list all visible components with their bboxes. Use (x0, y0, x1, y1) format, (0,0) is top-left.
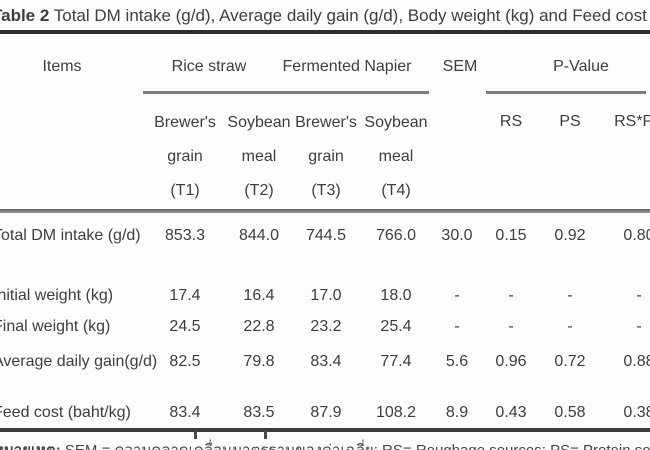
cell-value: 5.6 (445, 353, 469, 370)
cell-value: - (508, 318, 514, 335)
cell-value: 25.4 (380, 318, 412, 335)
subcolumn-header-t2: Soybean meal (T2) (227, 114, 291, 199)
cell-value: 108.2 (375, 404, 417, 421)
row-label: Initial weight (kg) (0, 287, 114, 304)
subcolumn-header-t4: Soybean meal (T4) (364, 114, 428, 199)
column-group-rice-straw: Rice straw (171, 58, 247, 75)
subcolumn-header-t1: Brewer's grain (T1) (154, 114, 216, 199)
top-rule (0, 30, 650, 34)
cell-value: 83.5 (243, 404, 275, 421)
column-header-sem: SEM (442, 58, 478, 75)
header-body-rule (0, 209, 650, 213)
cell-value: 77.4 (380, 353, 412, 370)
cell-value: 18.0 (380, 287, 412, 304)
cell-value: 24.5 (169, 318, 201, 335)
cell-value: 17.4 (169, 287, 201, 304)
cell-value: 83.4 (169, 404, 201, 421)
table-caption: Table 2 Total DM intake (g/d), Average d… (0, 6, 650, 26)
table-caption-text: Total DM intake (g/d), Average daily gai… (49, 6, 650, 25)
table-row-feed-cost: Feed cost (baht/kg) 83.4 83.5 87.9 108.2… (0, 404, 650, 424)
table-row-initial-weight: Initial weight (kg) 17.4 16.4 17.0 18.0 … (0, 287, 650, 307)
cell-value: 0.96 (495, 353, 527, 370)
cell-value: 8.9 (445, 404, 469, 421)
cell-value: 853.3 (164, 227, 206, 244)
cell-value: - (454, 318, 460, 335)
cell-value: 0.15 (495, 227, 527, 244)
cell-value: 744.5 (305, 227, 347, 244)
row-label: Final weight (kg) (0, 318, 111, 335)
subcolumn-header-rs: RS (499, 113, 523, 130)
row-label: Feed cost (baht/kg) (0, 404, 131, 421)
pvalue-group-underline (486, 91, 646, 94)
column-group-fermented-napier: Fermented Napier (282, 58, 412, 75)
cell-value: 0.80 (623, 227, 650, 244)
cell-value: 17.0 (310, 287, 342, 304)
column-tick-mark (194, 431, 197, 439)
cell-value: 30.0 (441, 227, 473, 244)
cell-value: 0.72 (554, 353, 586, 370)
treatment-group-underline (143, 91, 429, 94)
cell-value: - (636, 318, 642, 335)
row-label: Average daily gain(g/d) (0, 353, 158, 370)
table-row-final-weight: Final weight (kg) 24.5 22.8 23.2 25.4 - … (0, 318, 650, 338)
cell-value: - (508, 287, 514, 304)
cell-value: 0.58 (554, 404, 586, 421)
subcolumn-header-rsps: RS*PS (614, 113, 650, 130)
cell-value: 79.8 (243, 353, 275, 370)
bottom-rule (0, 428, 650, 432)
table-footnote: หมายเหตุ: SEM = ความคลาดเคลื่อนมาตรฐานขอ… (0, 438, 650, 450)
cell-value: 82.5 (169, 353, 201, 370)
table-row-average-daily-gain: Average daily gain(g/d) 82.5 79.8 83.4 7… (0, 353, 650, 373)
cell-value: 0.88 (623, 353, 650, 370)
cell-value: 844.0 (238, 227, 280, 244)
footnote-text: SEM = ความคลาดเคลื่อนมาตรฐานของค่าเฉลี่ย… (61, 442, 650, 450)
row-label: Total DM intake (g/d) (0, 227, 141, 244)
cell-value: - (636, 287, 642, 304)
cell-value: 0.38 (623, 404, 650, 421)
table-row-total-dm-intake: Total DM intake (g/d) 853.3 844.0 744.5 … (0, 227, 650, 247)
cell-value: 766.0 (375, 227, 417, 244)
column-group-pvalue: P-Value (553, 58, 609, 75)
cell-value: 87.9 (310, 404, 342, 421)
cell-value: 83.4 (310, 353, 342, 370)
cell-value: 23.2 (310, 318, 342, 335)
cell-value: 0.92 (554, 227, 586, 244)
cell-value: 0.43 (495, 404, 527, 421)
cell-value: 16.4 (243, 287, 275, 304)
cell-value: - (454, 287, 460, 304)
table-caption-number: Table 2 (0, 6, 50, 25)
subcolumn-header-ps: PS (559, 113, 581, 130)
column-header-items: Items (42, 58, 82, 75)
subcolumn-header-t3: Brewer's grain (T3) (295, 114, 357, 199)
column-tick-mark (264, 431, 267, 439)
footnote-remark-label: หมายเหตุ: (0, 442, 61, 450)
cell-value: - (567, 287, 573, 304)
cell-value: - (567, 318, 573, 335)
cell-value: 22.8 (243, 318, 275, 335)
